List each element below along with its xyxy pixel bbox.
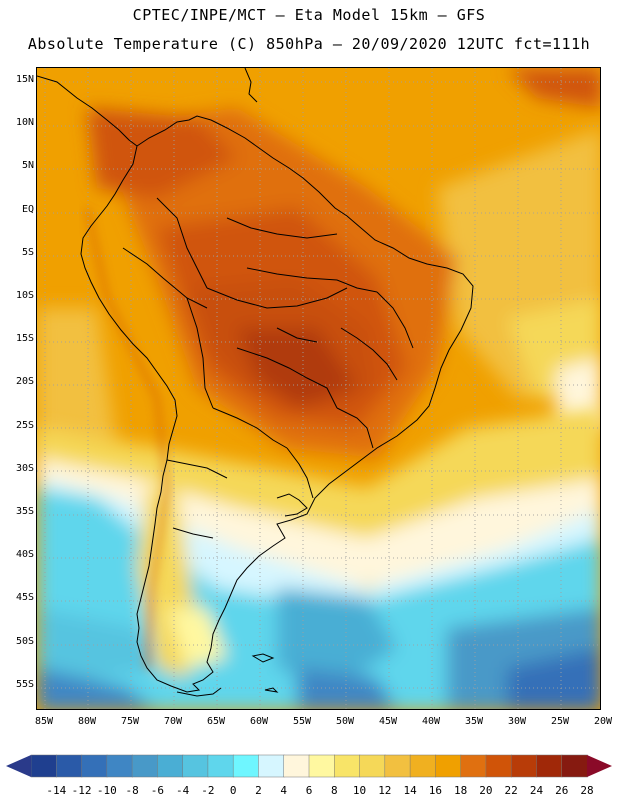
colorbar-label: 14 (403, 784, 417, 797)
colorbar-label: 20 (479, 784, 493, 797)
latitude-label: 15S (15, 333, 34, 345)
temperature-map[interactable] (36, 67, 601, 710)
colorbar-swatch (435, 754, 462, 778)
latitude-label: 40S (15, 549, 34, 561)
colorbar-swatch (409, 754, 437, 778)
colorbar-swatch (207, 754, 234, 778)
colorbar-label: 24 (529, 784, 544, 797)
longitude-label: 55W (292, 716, 312, 727)
colorbar-label: 4 (280, 784, 288, 797)
colorbar-label: 26 (555, 784, 569, 797)
colorbar-high-arrow (587, 755, 612, 777)
longitude-label: 70W (163, 716, 183, 727)
colorbar-swatch (384, 754, 411, 778)
longitude-label: 85W (34, 716, 54, 727)
colorbar-label: 12 (378, 784, 392, 797)
colorbar-label: -12 (71, 784, 92, 797)
colorbar-swatch (308, 754, 336, 778)
colorbar-swatch (258, 754, 285, 778)
longitude-label: 60W (249, 716, 269, 727)
colorbar-swatch (283, 754, 310, 778)
colorbar-label: 0 (229, 784, 237, 797)
colorbar-label: -4 (176, 784, 190, 797)
latitude-label: 10S (15, 290, 34, 301)
longitude-label: 50W (335, 716, 355, 727)
colorbar-swatch (56, 754, 83, 778)
colorbar-label: -8 (125, 784, 139, 797)
colorbar-label: 16 (428, 784, 442, 797)
latitude-label: 20S (15, 376, 34, 388)
colorbar-label: 8 (330, 784, 338, 797)
longitude-label: 75W (120, 716, 140, 727)
colorbar-label: -6 (150, 784, 164, 797)
colorbar-label: -2 (201, 784, 215, 797)
longitude-label: 25W (550, 716, 570, 727)
colorbar-label: 2 (255, 784, 262, 797)
latitude-label: 25S (15, 419, 34, 431)
colorbar-swatch (334, 754, 361, 778)
colorbar-swatch (359, 754, 386, 778)
colorbar-swatch (232, 754, 260, 778)
colorbar-swatch (81, 754, 108, 778)
colorbar-swatch (485, 754, 512, 778)
latitude-label: 35S (15, 506, 34, 517)
longitude-label: 35W (464, 716, 484, 727)
longitude-label: 40W (421, 716, 441, 727)
colorbar-swatch (157, 754, 184, 778)
colorbar-label: 18 (454, 784, 468, 797)
colorbar-swatch (182, 754, 209, 778)
colorbar-label: 10 (352, 784, 367, 797)
map-title: CPTEC/INPE/MCT – Eta Model 15km – GFS (132, 6, 486, 24)
colorbar-swatch (106, 754, 133, 778)
latitude-label: 45S (15, 592, 34, 604)
longitude-label: 20W (593, 716, 613, 727)
map-subtitle: Absolute Temperature (C) 850hPa – 20/09/… (27, 35, 591, 53)
latitude-label: 15N (15, 74, 34, 85)
longitude-label: 30W (507, 716, 527, 727)
longitude-label: 45W (378, 716, 398, 727)
colorbar-swatch (510, 754, 538, 778)
colorbar-swatch (561, 754, 588, 778)
colorbar-label: 22 (504, 784, 518, 797)
latitude-label: 55S (15, 678, 34, 690)
latitude-label: 5N (21, 160, 34, 172)
coastlines (37, 68, 474, 697)
colorbar-label: 6 (305, 784, 313, 797)
colorbar-label: 28 (580, 784, 594, 797)
colorbar-swatch (536, 754, 563, 778)
colorbar-swatch (460, 754, 487, 778)
colorbar-label: -10 (96, 784, 117, 797)
longitude-label: 65W (206, 716, 226, 727)
temperature-colorbar (6, 754, 612, 778)
latitude-label: 30S (15, 462, 34, 474)
colorbar-swatch (30, 754, 58, 778)
temperature-field (37, 68, 600, 709)
colorbar-low-arrow (6, 755, 31, 777)
latitude-label: 50S (15, 635, 34, 647)
latitude-label: 5S (21, 246, 34, 258)
colorbar-label: -14 (46, 784, 67, 797)
latitude-label: 10N (15, 117, 34, 129)
longitude-label: 80W (77, 716, 97, 727)
latitude-label: EQ (21, 203, 34, 215)
colorbar-swatch (131, 754, 159, 778)
